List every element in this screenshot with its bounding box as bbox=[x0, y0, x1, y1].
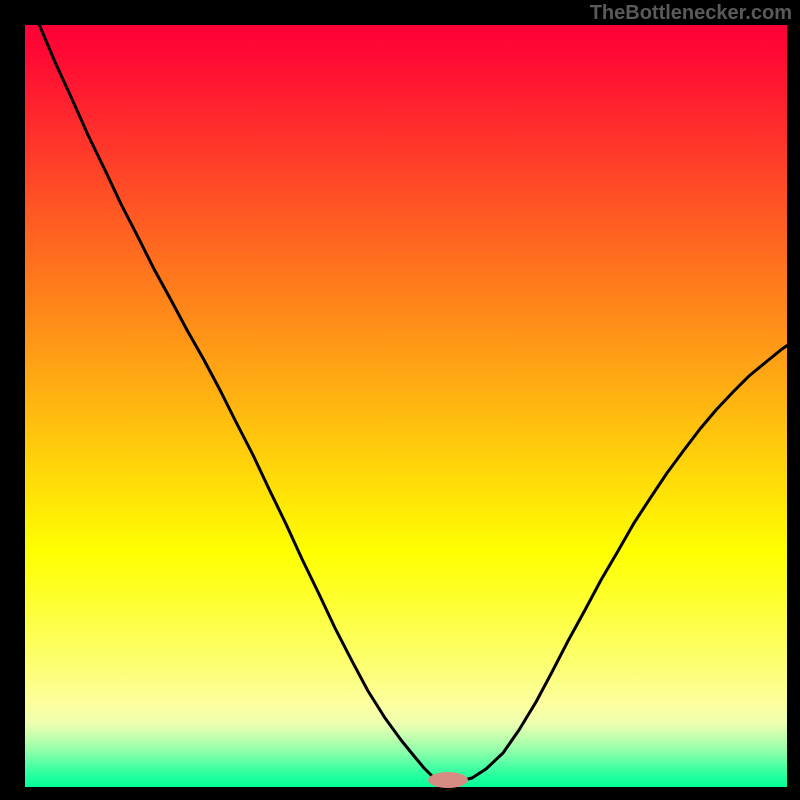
minimum-marker bbox=[428, 772, 468, 788]
plot-background bbox=[24, 24, 788, 788]
watermark-text: TheBottlenecker.com bbox=[590, 2, 792, 25]
chart-container: TheBottlenecker.com bbox=[0, 0, 800, 800]
bottleneck-curve-chart bbox=[0, 0, 800, 800]
